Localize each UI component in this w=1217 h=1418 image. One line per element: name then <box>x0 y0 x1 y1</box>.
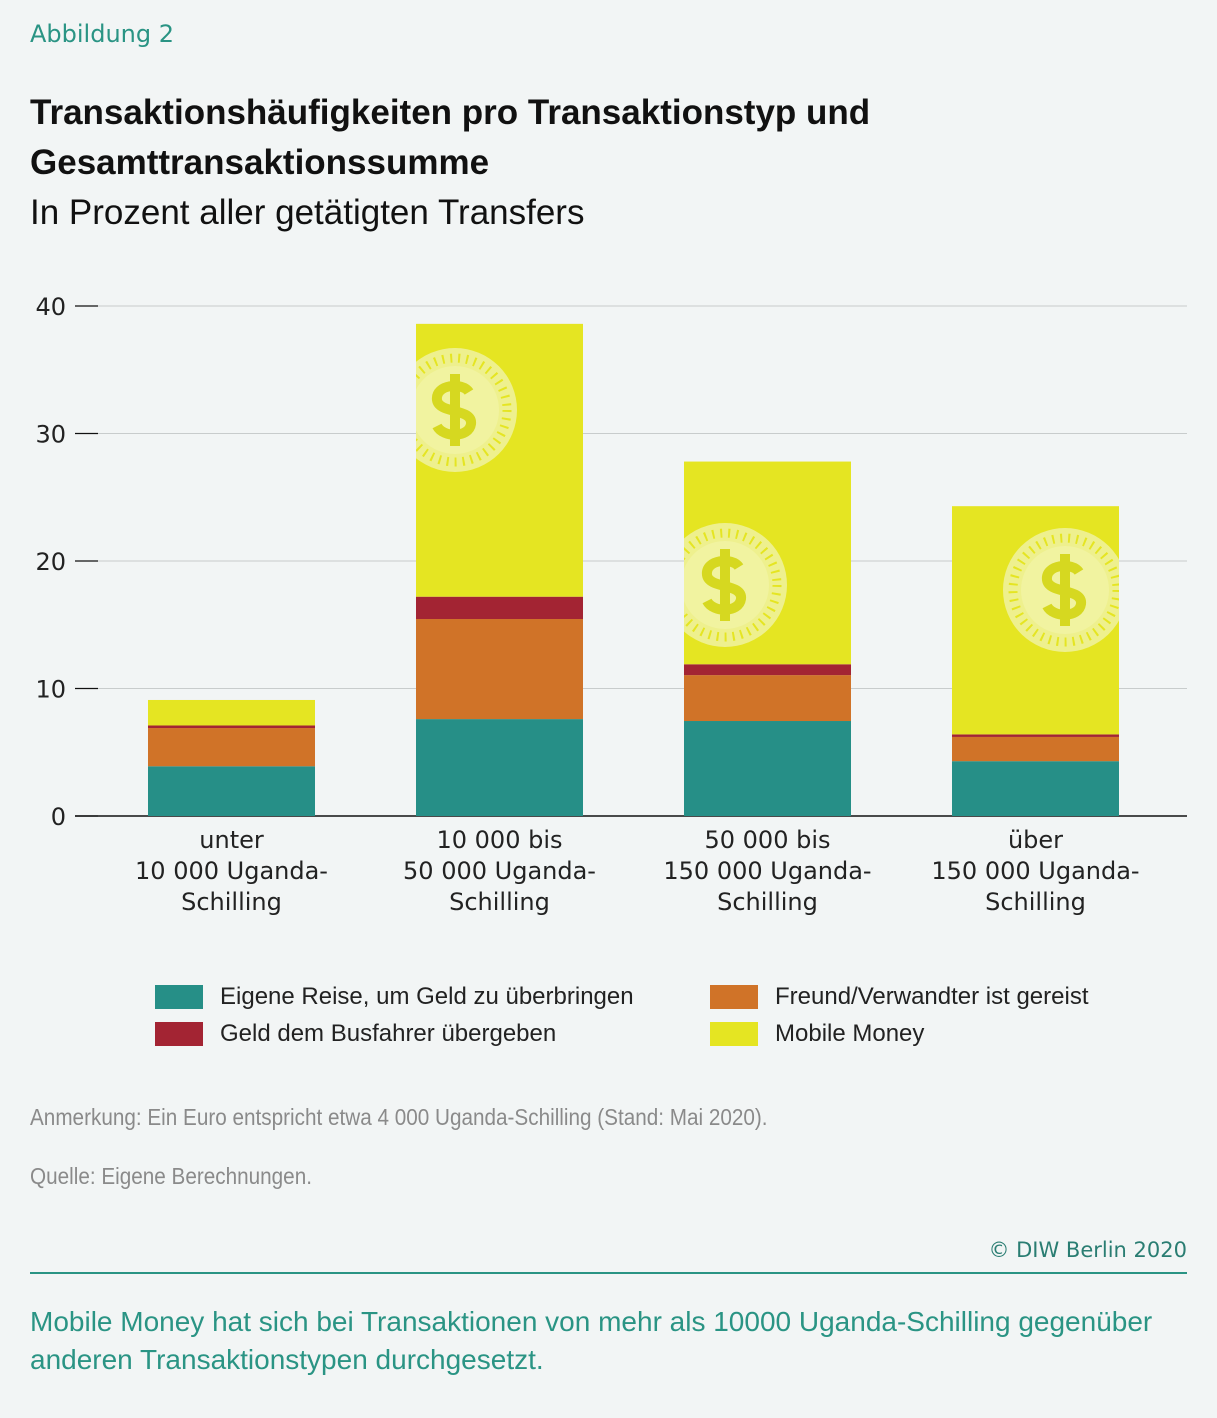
x-tick-label: Schilling <box>449 888 550 916</box>
bar-segment-1 <box>416 619 583 720</box>
y-tick-label: 30 <box>35 421 66 449</box>
bar-segment-2 <box>684 664 851 676</box>
bar-segment-0 <box>952 761 1119 816</box>
figure-label: Abbildung 2 <box>30 20 175 48</box>
x-tick-label: Schilling <box>181 888 282 916</box>
legend-item: Mobile Money <box>710 1020 924 1048</box>
bar-segment-0 <box>148 766 315 816</box>
bar-segment-2 <box>952 734 1119 737</box>
bar-stack <box>148 699 315 816</box>
y-tick-label: 40 <box>35 293 66 321</box>
chart-header: Transaktionshäufigkeiten pro Transaktion… <box>30 88 1187 238</box>
x-tick-label: 10 000 bis <box>436 826 562 854</box>
bar-segment-3 <box>148 699 315 726</box>
bar-stack <box>416 323 583 816</box>
chart-subtitle: In Prozent aller getätigten Transfers <box>30 193 585 232</box>
x-tick-label: 50 000 bis <box>704 826 830 854</box>
legend-label: Freund/Verwandter ist gereist <box>775 983 1089 1010</box>
legend-label: Geld dem Busfahrer übergeben <box>220 1020 557 1047</box>
bar-segment-0 <box>416 719 583 816</box>
x-tick-label: Schilling <box>717 888 818 916</box>
bar-chart: 0 10 20 30 40 unter 10 000 Uganda- Schilling 10 … <box>35 293 1187 916</box>
takeaway-text: Mobile Money hat sich bei Transaktionen … <box>30 1306 1153 1375</box>
legend-item: Freund/Verwandter ist gereist <box>710 983 1089 1011</box>
legend-label: Mobile Money <box>775 1020 925 1047</box>
bar-segment-1 <box>148 728 315 767</box>
bar-segment-2 <box>148 725 315 729</box>
coin-dollar-icon <box>416 348 517 472</box>
bar-segment-1 <box>684 675 851 722</box>
legend-swatch <box>155 985 203 1009</box>
bar-segment-2 <box>416 596 583 620</box>
note: Anmerkung: Ein Euro entspricht etwa 4 00… <box>30 1104 768 1130</box>
x-tick-label: unter <box>199 826 264 854</box>
chart-title: Transaktionshäufigkeiten pro Transaktion… <box>30 93 871 182</box>
x-tick-label: Schilling <box>985 888 1086 916</box>
legend-label: Eigene Reise, um Geld zu überbringen <box>220 983 634 1010</box>
copyright: © DIW Berlin 2020 <box>988 1238 1187 1262</box>
legend-swatch <box>155 1022 203 1046</box>
source: Quelle: Eigene Berechnungen. <box>30 1163 312 1189</box>
x-tick-label: 150 000 Uganda- <box>663 857 871 885</box>
legend-item: Geld dem Busfahrer übergeben <box>155 1020 556 1048</box>
y-tick-label: 10 <box>35 676 66 704</box>
bar-segment-1 <box>952 736 1119 762</box>
bar-segment-0 <box>684 721 851 816</box>
divider <box>30 1272 1187 1274</box>
legend-swatch <box>710 1022 758 1046</box>
coin-dollar-icon <box>1003 528 1119 652</box>
y-tick-label: 0 <box>51 803 66 831</box>
bar-stack <box>952 506 1119 816</box>
bar-stack <box>684 461 851 816</box>
legend-swatch <box>710 985 758 1009</box>
y-tick-label: 20 <box>35 548 66 576</box>
coin-dollar-icon <box>684 523 787 647</box>
x-tick-label: über <box>1008 826 1063 854</box>
x-tick-label: 10 000 Uganda- <box>135 857 328 885</box>
x-tick-label: 150 000 Uganda- <box>931 857 1139 885</box>
x-tick-label: 50 000 Uganda- <box>403 857 596 885</box>
legend-item: Eigene Reise, um Geld zu überbringen <box>155 983 634 1011</box>
